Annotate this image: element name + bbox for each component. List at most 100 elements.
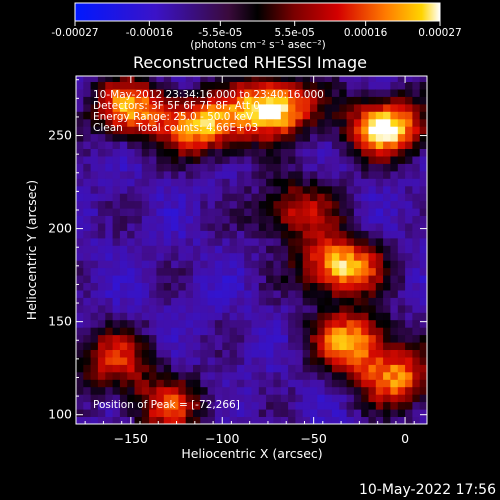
heatmap-cell — [193, 357, 201, 365]
heatmap-cell — [178, 237, 187, 246]
heatmap-cell — [397, 364, 406, 373]
heatmap-cell — [171, 267, 179, 276]
heatmap-cell — [339, 267, 348, 276]
heatmap-cell — [163, 215, 172, 224]
heatmap-cell — [397, 394, 406, 403]
heatmap-cell — [244, 312, 252, 321]
heatmap-cell — [244, 319, 252, 328]
heatmap-cell — [317, 349, 326, 358]
heatmap-cell — [273, 148, 282, 157]
heatmap-cell — [229, 304, 238, 313]
heatmap-cell — [302, 379, 311, 388]
heatmap-cell — [83, 252, 92, 261]
heatmap-cell — [302, 342, 311, 350]
heatmap-cell — [368, 342, 377, 350]
heatmap-cell — [229, 141, 238, 149]
heatmap-cell — [207, 118, 216, 127]
heatmap-cell — [178, 297, 187, 306]
heatmap-cell — [112, 237, 121, 246]
heatmap-cell — [163, 193, 172, 202]
heatmap-cell — [193, 342, 201, 350]
heatmap-cell — [353, 163, 362, 172]
heatmap-cell — [97, 133, 106, 142]
heatmap-cell — [193, 111, 201, 120]
heatmap-cell — [236, 96, 245, 105]
heatmap-cell — [97, 163, 106, 172]
heatmap-cell — [244, 148, 252, 157]
heatmap-cell — [214, 178, 223, 187]
heatmap-cell — [280, 312, 289, 321]
heatmap-cell — [149, 215, 157, 224]
heatmap-cell — [331, 118, 340, 127]
heatmap-cell — [236, 148, 245, 157]
heatmap-cell — [97, 334, 106, 343]
heatmap-cell — [339, 260, 348, 269]
heatmap-cell — [324, 290, 333, 298]
heatmap-cell — [222, 260, 231, 269]
heatmap-cell — [200, 185, 209, 194]
heatmap-cell — [105, 111, 114, 120]
heatmap-cell — [251, 409, 260, 417]
heatmap-cell — [353, 275, 362, 283]
heatmap-cell — [83, 416, 92, 424]
heatmap-cell — [178, 230, 187, 239]
heatmap-cell — [207, 148, 216, 157]
heatmap-cell — [222, 81, 231, 90]
heatmap-cell — [346, 357, 355, 365]
heatmap-cell — [346, 193, 355, 202]
heatmap-cell — [163, 103, 172, 112]
heatmap-cell — [361, 275, 369, 283]
heatmap-cell — [127, 409, 135, 417]
heatmap-cell — [397, 237, 406, 246]
heatmap-cell — [273, 89, 282, 97]
heatmap-cell — [317, 133, 326, 142]
heatmap-cell — [112, 386, 121, 395]
heatmap-cell — [163, 252, 172, 261]
heatmap-cell — [127, 200, 135, 209]
heatmap-cell — [266, 282, 274, 291]
heatmap-cell — [295, 245, 304, 254]
heatmap-cell — [214, 409, 223, 417]
heatmap-cell — [149, 260, 157, 269]
heatmap-cell — [302, 133, 311, 142]
heatmap-cell — [214, 349, 223, 358]
heatmap-cell — [244, 103, 252, 112]
heatmap-cell — [361, 245, 369, 254]
heatmap-cell — [97, 103, 106, 112]
heatmap-cell — [90, 371, 99, 380]
heatmap-cell — [280, 409, 289, 417]
heatmap-cell — [90, 401, 99, 410]
heatmap-cell — [149, 185, 157, 194]
heatmap-cell — [90, 312, 99, 321]
heatmap-cell — [324, 81, 333, 90]
heatmap-cell — [83, 230, 92, 239]
heatmap-cell — [375, 148, 384, 157]
heatmap-cell — [324, 386, 333, 395]
heatmap-cell — [390, 141, 399, 149]
heatmap-cell — [383, 111, 391, 120]
heatmap-cell — [397, 156, 406, 164]
heatmap-cell — [295, 215, 304, 224]
heatmap-cell — [149, 252, 157, 261]
heatmap-cell — [405, 103, 413, 112]
heatmap-cell — [171, 170, 179, 179]
heatmap-cell — [273, 342, 282, 350]
heatmap-cell — [383, 327, 391, 336]
heatmap-cell — [105, 379, 114, 388]
heatmap-cell — [251, 312, 260, 321]
heatmap-cell — [236, 111, 245, 120]
heatmap-cell — [375, 163, 384, 172]
heatmap-cell — [105, 215, 114, 224]
heatmap-cell — [200, 96, 209, 105]
heatmap-cell — [185, 193, 194, 202]
heatmap-cell — [405, 409, 413, 417]
heatmap-cell — [244, 185, 252, 194]
heatmap-cell — [346, 245, 355, 254]
heatmap-cell — [76, 170, 84, 179]
heatmap-cell — [97, 200, 106, 209]
heatmap-cell — [83, 319, 92, 328]
heatmap-cell — [368, 208, 377, 216]
heatmap-cell — [105, 364, 114, 373]
heatmap-cell — [105, 357, 114, 365]
heatmap-cell — [222, 290, 231, 298]
